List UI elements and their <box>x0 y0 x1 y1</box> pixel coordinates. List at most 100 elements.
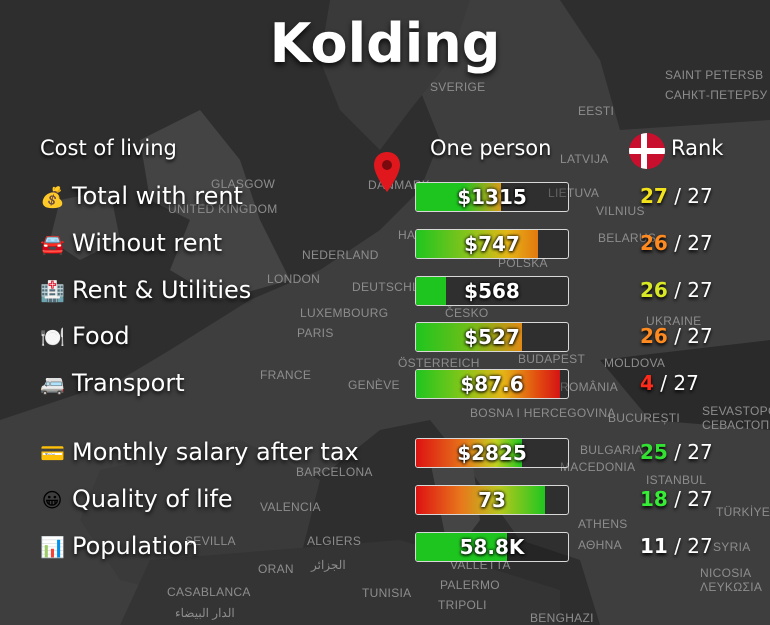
map-label: PARIS <box>297 326 334 340</box>
rank-number: 18 <box>640 487 668 511</box>
map-label: BUDAPEST <box>518 352 586 366</box>
map-label: NEDERLAND <box>302 248 379 262</box>
map-label: UKRAINE <box>646 314 702 328</box>
rank-total: / 27 <box>674 487 713 511</box>
map-label: UNITED KINGDOM <box>168 202 278 216</box>
map-label: BARCELONA <box>296 465 373 479</box>
map-label: MACEDONIA <box>560 460 636 474</box>
rank-header: Rank <box>671 136 724 160</box>
value-bar-fill <box>416 183 502 211</box>
rank-total: / 27 <box>674 534 713 558</box>
plate-cutlery-icon: 🍽️ <box>40 325 65 349</box>
stat-row: 🏥 Rent & Utilities $568 26 / 27 <box>0 272 770 312</box>
value-bar-fill <box>416 323 523 351</box>
rank-number: 26 <box>640 278 668 302</box>
map-label: LATVIJA <box>560 152 609 166</box>
map-label: TÜRKİYE <box>716 505 770 519</box>
rank-total: / 27 <box>674 184 713 208</box>
stat-row: 😀 Quality of life 73 18 / 27 <box>0 481 770 521</box>
value-bar-fill <box>416 370 561 398</box>
value-bar: $747 <box>415 229 569 259</box>
stat-label: Total with rent <box>72 182 243 210</box>
stat-value: 58.8K <box>459 535 525 559</box>
stat-row: 💳 Monthly salary after tax $2825 25 / 27 <box>0 434 770 474</box>
value-bar: $1315 <box>415 182 569 212</box>
city-title: Kolding <box>269 12 501 75</box>
map-label: LIETUVA <box>548 186 600 200</box>
map-label: TUNISIA <box>362 586 412 600</box>
map-label: GENÈVE <box>348 378 400 392</box>
value-bar: $568 <box>415 276 569 306</box>
rank-total: / 27 <box>674 324 713 348</box>
rank-number: 26 <box>640 231 668 255</box>
map-label: VALENCIA <box>260 500 321 514</box>
stat-label: Transport <box>72 369 185 397</box>
stat-row: 💰 Total with rent $1315 27 / 27 <box>0 178 770 218</box>
rank-cell: 26 / 27 <box>640 231 730 255</box>
rank-number: 25 <box>640 440 668 464</box>
bar-chart-icon: 📊 <box>40 535 65 559</box>
map-label: ÖSTERREICH <box>398 356 480 370</box>
map-label: ORAN <box>258 562 294 576</box>
map-label: CASABLANCA <box>167 585 251 599</box>
map-label: الجزائر <box>311 558 346 572</box>
value-bar-fill <box>416 277 447 305</box>
value-bar: 58.8K <box>415 532 569 562</box>
map-label: MOLDOVA <box>604 356 666 370</box>
stat-value: $2825 <box>457 441 527 465</box>
stat-label: Food <box>72 322 130 350</box>
rank-number: 4 <box>640 371 654 395</box>
value-bar: $527 <box>415 322 569 352</box>
value-bar-fill <box>416 439 523 467</box>
stat-label: Monthly salary after tax <box>72 438 359 466</box>
map-label: ROMÂNIA <box>560 380 619 394</box>
stat-value: $568 <box>464 279 520 303</box>
rank-cell: 26 / 27 <box>640 278 730 302</box>
map-label: ALGIERS <box>307 534 362 548</box>
map-label: ΛΕΥΚΩΣΙΑ <box>700 580 763 594</box>
map-label: الدار البيضاء <box>175 606 235 620</box>
rank-cell: 18 / 27 <box>640 487 730 511</box>
stat-row: 🍽️ Food $527 26 / 27 <box>0 318 770 358</box>
smiley-icon: 😀 <box>41 488 63 512</box>
rank-total: / 27 <box>674 440 713 464</box>
map-label: SVERIGE <box>430 80 486 94</box>
money-bag-icon: 💰 <box>40 185 65 209</box>
value-bar: 73 <box>415 485 569 515</box>
map-label: EESTI <box>578 104 615 118</box>
map-label: ATHENS <box>578 517 628 531</box>
value-bar: $87.6 <box>415 369 569 399</box>
map-label: BULGARIA <box>580 443 644 457</box>
stat-value: $1315 <box>457 185 527 209</box>
rank-number: 27 <box>640 184 668 208</box>
stat-label: Rent & Utilities <box>72 276 252 304</box>
denmark-flag-icon <box>629 133 665 169</box>
hospital-building-icon: 🏥 <box>40 279 65 303</box>
rank-total: / 27 <box>674 278 713 302</box>
stat-label: Population <box>72 532 199 560</box>
stat-label: Quality of life <box>72 485 233 513</box>
map-label: САНКТ-ПЕТЕРБУ <box>665 88 768 102</box>
stat-row: 📊 Population 58.8K 11 / 27 <box>0 528 770 568</box>
map-label: LONDON <box>267 272 321 286</box>
stat-row: 🚐 Transport $87.6 4 / 27 <box>0 365 770 405</box>
rank-total: / 27 <box>660 371 699 395</box>
value-bar-fill <box>416 230 538 258</box>
map-label: ČESKO <box>445 306 489 320</box>
rank-cell: 27 / 27 <box>640 184 730 208</box>
map-label: SAINT PETERSB <box>665 68 764 82</box>
rank-number: 26 <box>640 324 668 348</box>
map-label: BOSNA I HERCEGOVINA <box>470 406 616 420</box>
stat-value: $87.6 <box>460 372 524 396</box>
rank-number: 11 <box>640 534 668 558</box>
stat-value: $747 <box>464 232 520 256</box>
stat-value: 73 <box>478 488 506 512</box>
map-label: VILNIUS <box>596 204 645 218</box>
rank-total: / 27 <box>674 231 713 255</box>
column-header: One person <box>430 136 552 160</box>
map-label: BENGHAZI <box>530 611 594 625</box>
map-label: PALERMO <box>440 578 500 592</box>
section-header: Cost of living <box>40 136 177 160</box>
rank-cell: 11 / 27 <box>640 534 730 558</box>
